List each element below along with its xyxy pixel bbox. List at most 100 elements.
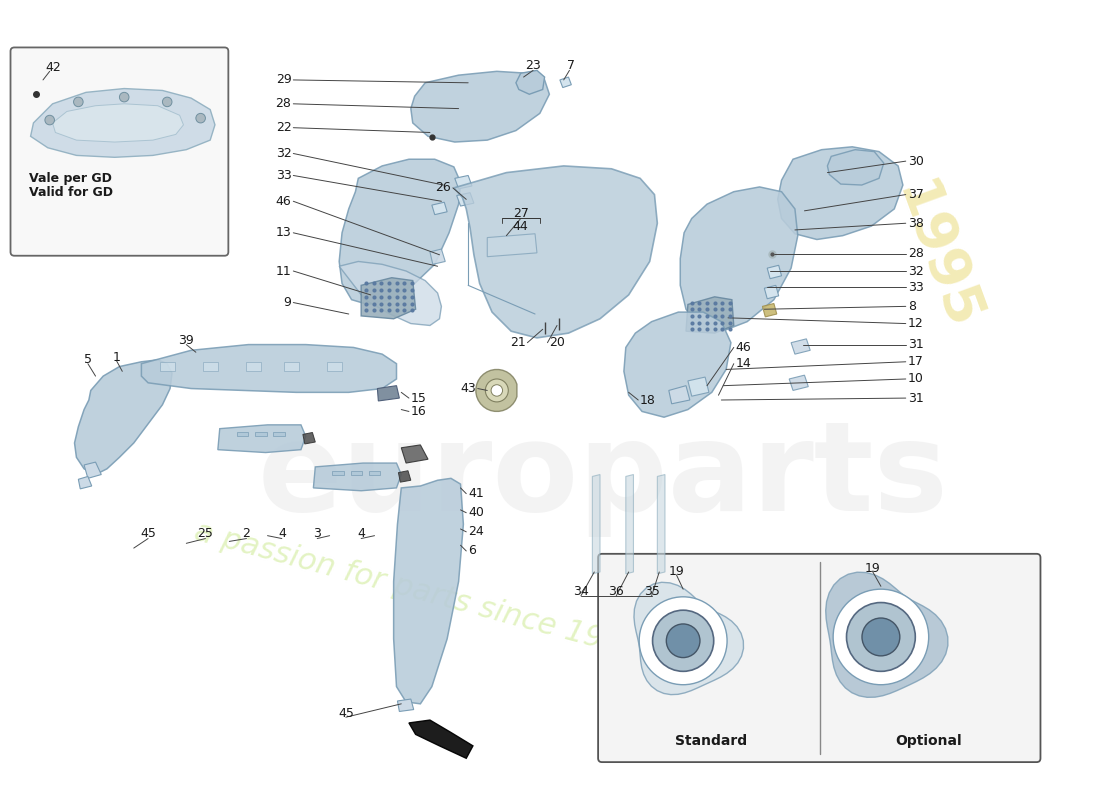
Polygon shape bbox=[402, 445, 428, 463]
Polygon shape bbox=[430, 249, 446, 264]
Text: 8: 8 bbox=[908, 300, 915, 313]
Polygon shape bbox=[778, 147, 903, 239]
Text: 10: 10 bbox=[908, 373, 924, 386]
Text: 11: 11 bbox=[276, 265, 292, 278]
Text: 23: 23 bbox=[526, 59, 541, 72]
Polygon shape bbox=[339, 159, 461, 305]
Text: 21: 21 bbox=[509, 336, 526, 349]
Text: 45: 45 bbox=[140, 527, 156, 540]
Polygon shape bbox=[593, 474, 600, 574]
Text: 40: 40 bbox=[469, 506, 484, 519]
Text: 35: 35 bbox=[644, 585, 660, 598]
Text: 22: 22 bbox=[276, 122, 292, 134]
Text: 33: 33 bbox=[908, 281, 923, 294]
Text: 31: 31 bbox=[908, 391, 923, 405]
Text: 1: 1 bbox=[112, 350, 121, 363]
Circle shape bbox=[45, 115, 55, 125]
Polygon shape bbox=[669, 386, 690, 404]
Circle shape bbox=[667, 624, 700, 658]
Text: 36: 36 bbox=[608, 585, 624, 598]
Polygon shape bbox=[398, 470, 410, 482]
Text: 5: 5 bbox=[84, 354, 92, 366]
Circle shape bbox=[652, 610, 714, 671]
Text: 41: 41 bbox=[469, 487, 484, 500]
Polygon shape bbox=[394, 478, 463, 704]
Text: 9: 9 bbox=[284, 296, 292, 309]
Text: 27: 27 bbox=[513, 207, 529, 220]
Polygon shape bbox=[454, 175, 472, 189]
Polygon shape bbox=[377, 386, 399, 401]
Text: a passion for parts since 1995: a passion for parts since 1995 bbox=[191, 518, 644, 665]
Polygon shape bbox=[409, 720, 473, 758]
Text: Valid for GD: Valid for GD bbox=[29, 186, 112, 199]
Text: Optional: Optional bbox=[895, 734, 962, 748]
Polygon shape bbox=[284, 362, 299, 371]
Polygon shape bbox=[78, 477, 91, 489]
Text: 39: 39 bbox=[178, 334, 195, 347]
Polygon shape bbox=[827, 150, 883, 185]
Circle shape bbox=[639, 597, 727, 685]
Text: 1995: 1995 bbox=[884, 175, 988, 338]
Polygon shape bbox=[454, 166, 658, 338]
Text: 25: 25 bbox=[198, 527, 213, 540]
Polygon shape bbox=[516, 70, 544, 94]
FancyBboxPatch shape bbox=[598, 554, 1041, 762]
Circle shape bbox=[485, 379, 508, 402]
Circle shape bbox=[491, 385, 503, 396]
Polygon shape bbox=[487, 234, 537, 257]
Polygon shape bbox=[658, 474, 666, 574]
Polygon shape bbox=[332, 470, 344, 474]
Text: 19: 19 bbox=[865, 562, 880, 574]
Polygon shape bbox=[456, 193, 474, 206]
Text: 2: 2 bbox=[243, 527, 251, 540]
Text: 45: 45 bbox=[338, 707, 354, 720]
Polygon shape bbox=[273, 433, 285, 436]
Circle shape bbox=[120, 92, 129, 102]
Polygon shape bbox=[789, 375, 808, 390]
Text: 32: 32 bbox=[908, 265, 923, 278]
Text: 4: 4 bbox=[278, 527, 286, 540]
Polygon shape bbox=[142, 345, 396, 392]
Text: Standard: Standard bbox=[674, 734, 747, 748]
Circle shape bbox=[862, 618, 900, 656]
Polygon shape bbox=[160, 362, 175, 371]
Polygon shape bbox=[764, 286, 779, 298]
Polygon shape bbox=[791, 339, 811, 354]
Polygon shape bbox=[75, 360, 172, 474]
Text: 44: 44 bbox=[513, 220, 529, 233]
Polygon shape bbox=[767, 266, 781, 278]
Polygon shape bbox=[53, 104, 184, 142]
Text: 20: 20 bbox=[549, 336, 565, 349]
Polygon shape bbox=[368, 470, 381, 474]
Text: 12: 12 bbox=[908, 317, 923, 330]
Text: 38: 38 bbox=[908, 217, 924, 230]
Text: 33: 33 bbox=[276, 169, 292, 182]
Text: 31: 31 bbox=[908, 338, 923, 351]
Polygon shape bbox=[245, 362, 261, 371]
Polygon shape bbox=[314, 463, 402, 490]
Polygon shape bbox=[302, 433, 316, 444]
Polygon shape bbox=[218, 425, 306, 453]
Circle shape bbox=[833, 589, 928, 685]
Polygon shape bbox=[560, 77, 571, 87]
Text: 28: 28 bbox=[908, 247, 924, 260]
Polygon shape bbox=[624, 312, 730, 417]
FancyBboxPatch shape bbox=[11, 47, 229, 256]
Polygon shape bbox=[762, 303, 777, 317]
Text: 13: 13 bbox=[276, 226, 292, 239]
Text: 17: 17 bbox=[908, 355, 924, 368]
Text: 34: 34 bbox=[573, 585, 588, 598]
Polygon shape bbox=[432, 202, 447, 214]
Circle shape bbox=[163, 97, 172, 106]
Text: 24: 24 bbox=[469, 526, 484, 538]
Text: 37: 37 bbox=[908, 188, 924, 201]
Text: 30: 30 bbox=[908, 154, 924, 168]
Text: 43: 43 bbox=[460, 382, 476, 395]
Circle shape bbox=[74, 97, 84, 106]
Text: 7: 7 bbox=[568, 59, 575, 72]
Circle shape bbox=[196, 114, 206, 123]
Polygon shape bbox=[634, 582, 744, 694]
Polygon shape bbox=[202, 362, 218, 371]
Text: Vale per GD: Vale per GD bbox=[29, 172, 111, 185]
Polygon shape bbox=[236, 433, 249, 436]
